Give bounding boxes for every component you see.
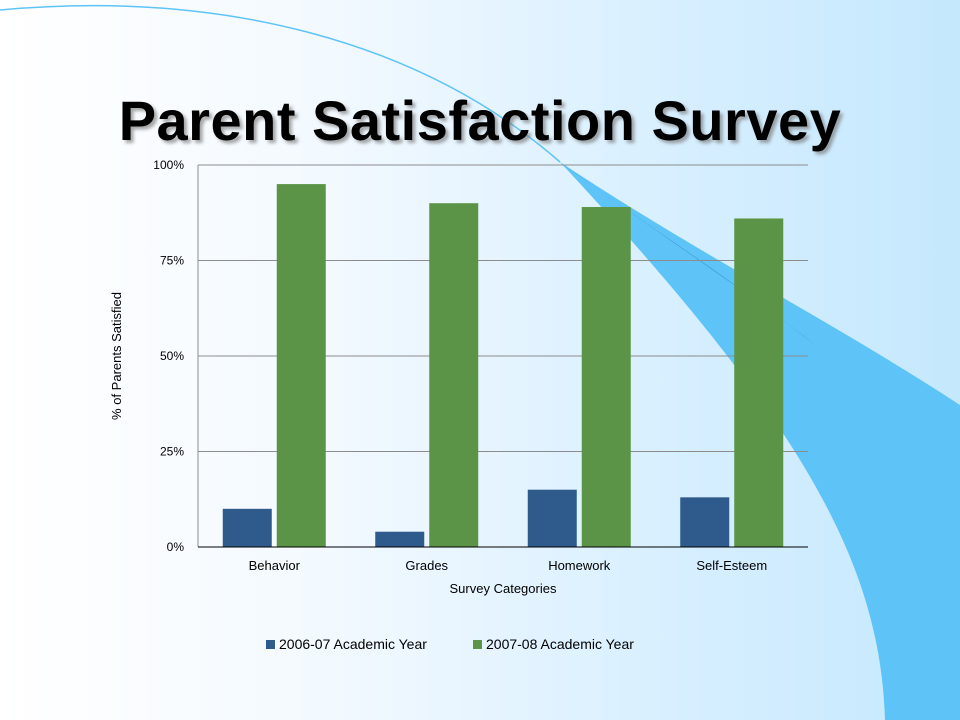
bar <box>734 218 784 548</box>
legend-swatch <box>266 640 275 649</box>
axes <box>197 165 808 548</box>
y-tick-label: 50% <box>160 349 184 363</box>
y-axis-title: % of Parents Satisfied <box>109 292 124 420</box>
axis-labels: 0% 25% 50% 75% 100% Behavior Grades Homework Sel… <box>109 158 767 596</box>
bar <box>375 531 425 547</box>
bar <box>680 497 730 547</box>
x-axis-title: Survey Categories <box>450 581 557 596</box>
y-tick-label: 25% <box>160 445 184 459</box>
bar <box>429 203 479 547</box>
bars <box>222 184 784 548</box>
y-tick-label: 0% <box>167 540 185 554</box>
legend: 2006-07 Academic Year 2007-08 Academic Ye… <box>266 636 634 652</box>
y-tick-label: 100% <box>153 158 184 172</box>
x-tick-label: Self-Esteem <box>696 558 767 573</box>
slide-title: Parent Satisfaction Survey <box>118 89 842 152</box>
x-tick-label: Behavior <box>249 558 301 573</box>
swoosh-light <box>560 162 960 720</box>
bar <box>276 184 326 547</box>
bar <box>527 489 577 547</box>
legend-swatch <box>473 640 482 649</box>
swoosh-arc-line <box>0 5 561 163</box>
legend-label: 2007-08 Academic Year <box>486 636 634 652</box>
bar <box>222 508 272 547</box>
y-tick-label: 75% <box>160 254 184 268</box>
x-tick-label: Grades <box>405 558 448 573</box>
legend-label: 2006-07 Academic Year <box>279 636 427 652</box>
bar <box>581 207 631 547</box>
x-tick-label: Homework <box>548 558 611 573</box>
